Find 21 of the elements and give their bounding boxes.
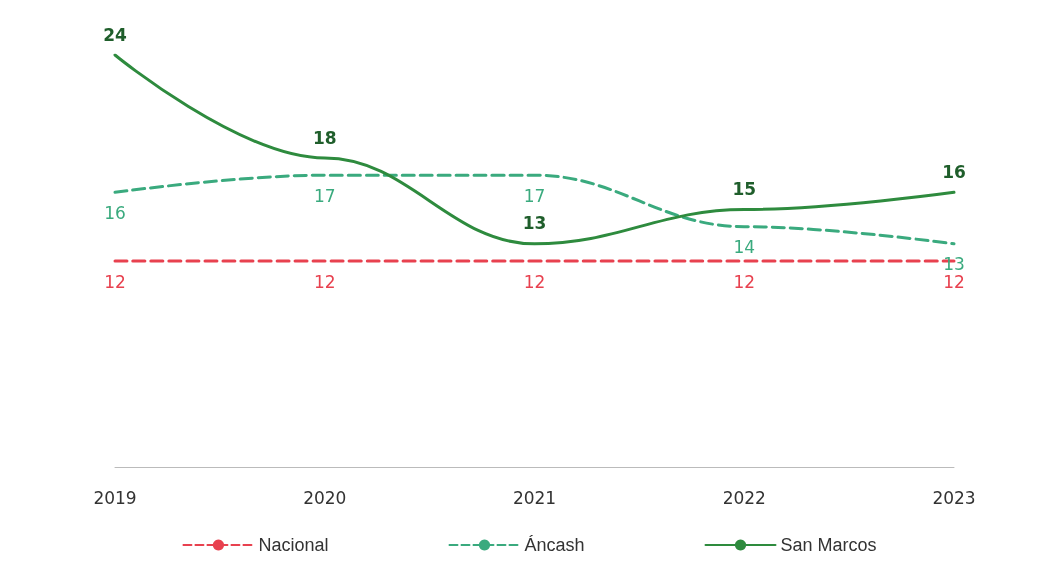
- data-label: 17: [523, 185, 546, 206]
- data-label: 14: [733, 237, 756, 258]
- legend-label: San Marcos: [780, 535, 877, 555]
- data-label: 18: [312, 127, 337, 148]
- data-label: 16: [104, 202, 126, 223]
- data-label: 12: [104, 271, 126, 292]
- legend-label: Nacional: [258, 535, 329, 555]
- data-label: 15: [732, 179, 757, 199]
- data-label: 12: [733, 271, 756, 292]
- data-label: 17: [313, 185, 336, 206]
- data-label: 24: [103, 24, 127, 45]
- x-tick-label: 2022: [722, 487, 766, 508]
- x-tick-label: 2019: [93, 487, 137, 508]
- data-label: 12: [313, 271, 336, 292]
- x-tick-label: 2021: [512, 487, 557, 508]
- data-label: 16: [942, 161, 966, 182]
- data-label: 12: [523, 271, 546, 292]
- x-tick-label: 2023: [932, 487, 976, 508]
- legend-label: Áncash: [524, 535, 585, 555]
- data-label: 13: [522, 213, 547, 234]
- x-tick-label: 2020: [303, 487, 347, 508]
